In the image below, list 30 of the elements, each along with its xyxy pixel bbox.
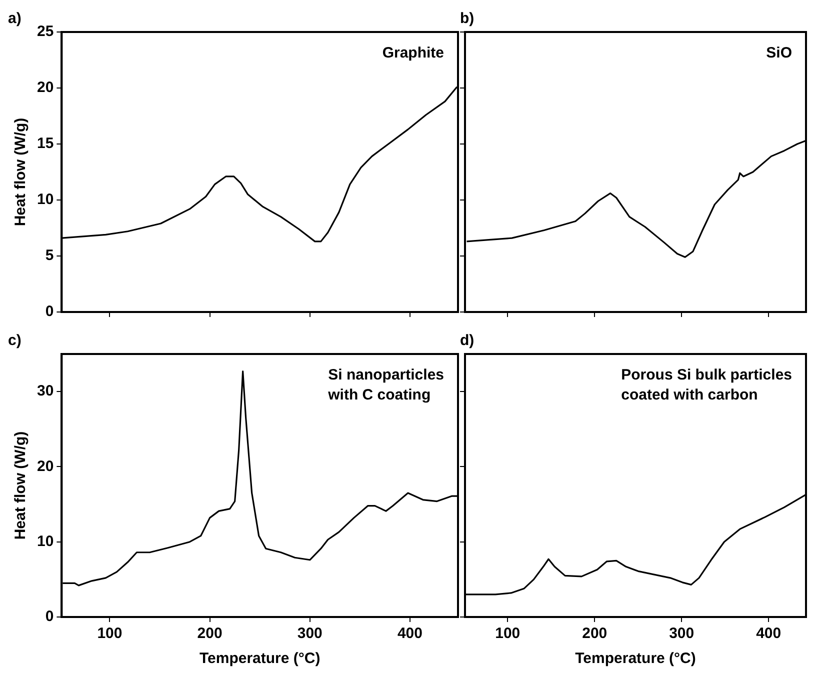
x-tick-label: 100 <box>495 625 520 642</box>
x-tick-label: 400 <box>397 625 422 642</box>
x-tick-label: 100 <box>97 625 122 642</box>
y-axis-title: Heat flow (W/g) <box>12 118 30 226</box>
y-tick-label: 15 <box>36 135 54 152</box>
y-tick-label: 5 <box>45 247 54 264</box>
y-tick-label: 25 <box>36 23 54 40</box>
x-tick-label: 200 <box>582 625 608 642</box>
x-tick-label: 200 <box>197 625 222 642</box>
x-axis-title: Temperature (°C) <box>575 650 696 668</box>
y-tick-label: 10 <box>36 191 54 208</box>
x-axis-title: Temperature (°C) <box>199 650 320 668</box>
y-tick-label: 20 <box>36 79 54 96</box>
y-tick-label: 0 <box>45 303 54 320</box>
chart-title: d) <box>460 332 474 350</box>
chart-title: c) <box>8 332 22 350</box>
chart-title: a) <box>8 10 22 28</box>
annotation: SiO <box>766 44 792 62</box>
annotation: Graphite <box>382 44 444 62</box>
y-tick-label: 30 <box>36 382 54 400</box>
y-tick-label: 10 <box>36 533 54 550</box>
y-axis-title: Heat flow (W/g) <box>12 431 30 540</box>
y-tick-label: 0 <box>45 608 54 626</box>
x-tick-label: 400 <box>756 625 782 642</box>
annotation: Si nanoparticles with C coating <box>327 366 444 404</box>
x-tick-label: 300 <box>669 625 694 642</box>
chart-title: b) <box>460 10 474 28</box>
annotation: Porous Si bulk particles coated with carbon <box>621 366 792 404</box>
y-tick-label: 20 <box>36 458 54 475</box>
x-tick-label: 300 <box>297 625 322 642</box>
